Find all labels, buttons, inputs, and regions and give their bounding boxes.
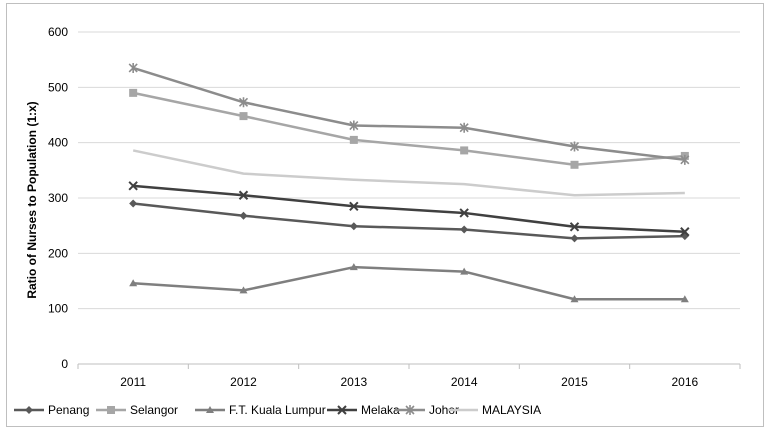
data-point — [349, 222, 358, 231]
legend-item: Johor — [395, 403, 459, 417]
x-tick-label: 2012 — [230, 375, 257, 389]
data-point — [570, 295, 579, 303]
y-axis-title: Ratio of Nurses to Population (1:x) — [25, 101, 39, 298]
legend-item: Penang — [14, 403, 89, 417]
data-point — [25, 406, 33, 414]
series-melaka — [128, 181, 690, 237]
legend-label: Selangor — [130, 403, 178, 417]
data-point — [680, 295, 689, 303]
series-selangor — [129, 88, 689, 169]
x-tick-label: 2013 — [340, 375, 367, 389]
y-tick-label: 400 — [48, 136, 68, 150]
series-line — [133, 184, 685, 234]
series-line — [132, 91, 685, 167]
legend-item: Melaka — [327, 403, 400, 417]
data-point — [128, 62, 138, 73]
series-johor — [128, 62, 690, 165]
legend-item: Selangor — [96, 403, 178, 417]
data-point — [680, 227, 690, 237]
gridlines — [77, 31, 741, 369]
y-tick-label: 500 — [48, 80, 68, 94]
data-point — [460, 225, 469, 234]
legend: Penang Selangor F.T. Kuala Lumpur Melaka Joh… — [14, 403, 541, 417]
series-line — [133, 265, 685, 301]
legend-label: Melaka — [361, 403, 400, 417]
data-point — [129, 88, 138, 97]
data-point — [405, 405, 415, 415]
data-point — [349, 201, 359, 212]
y-tick-label: 200 — [48, 246, 68, 260]
data-point — [349, 263, 358, 271]
x-tick-labels: 2011 2012 2013 2014 2015 2016 — [120, 375, 698, 389]
x-tick-label: 2011 — [120, 375, 146, 389]
series-penang — [129, 199, 689, 243]
legend-label: Penang — [48, 403, 89, 417]
data-point — [569, 141, 580, 152]
series-f-t-kuala-lumpur — [129, 263, 689, 303]
data-point — [239, 112, 248, 121]
data-point — [570, 234, 579, 243]
data-point — [239, 211, 248, 220]
chart-frame — [6, 3, 764, 427]
data-point — [107, 406, 115, 414]
y-tick-label: 100 — [48, 302, 68, 316]
data-point — [206, 406, 214, 413]
x-tick-label: 2015 — [561, 375, 588, 389]
legend-item: MALAYSIA — [448, 403, 541, 417]
series-lines — [128, 62, 690, 303]
data-point — [680, 154, 690, 165]
series-malaysia — [132, 149, 685, 197]
y-tick-labels: 0 100 200 300 400 500 600 — [48, 25, 68, 371]
data-point — [337, 405, 347, 415]
legend-label: MALAYSIA — [482, 403, 541, 417]
data-point — [129, 199, 138, 208]
legend-item: F.T. Kuala Lumpur — [195, 403, 326, 417]
data-point — [460, 267, 469, 275]
x-tick-label: 2014 — [451, 375, 478, 389]
data-point — [459, 122, 469, 133]
data-point — [239, 286, 248, 294]
y-tick-label: 300 — [48, 191, 68, 205]
data-point — [349, 120, 359, 131]
series-line — [132, 149, 685, 197]
legend-label: F.T. Kuala Lumpur — [229, 403, 326, 417]
data-point — [569, 222, 580, 232]
legend-label: Johor — [429, 403, 459, 417]
data-point — [349, 135, 358, 144]
data-point — [129, 279, 138, 287]
x-tick-label: 2016 — [671, 375, 698, 389]
data-point — [570, 160, 579, 169]
data-point — [128, 181, 138, 191]
series-line — [132, 66, 685, 162]
data-point — [459, 208, 469, 218]
y-tick-label: 0 — [61, 357, 68, 371]
data-point — [238, 190, 249, 200]
y-tick-label: 600 — [48, 25, 68, 39]
data-point — [460, 146, 469, 155]
series-line — [133, 202, 685, 240]
data-point — [238, 97, 249, 108]
